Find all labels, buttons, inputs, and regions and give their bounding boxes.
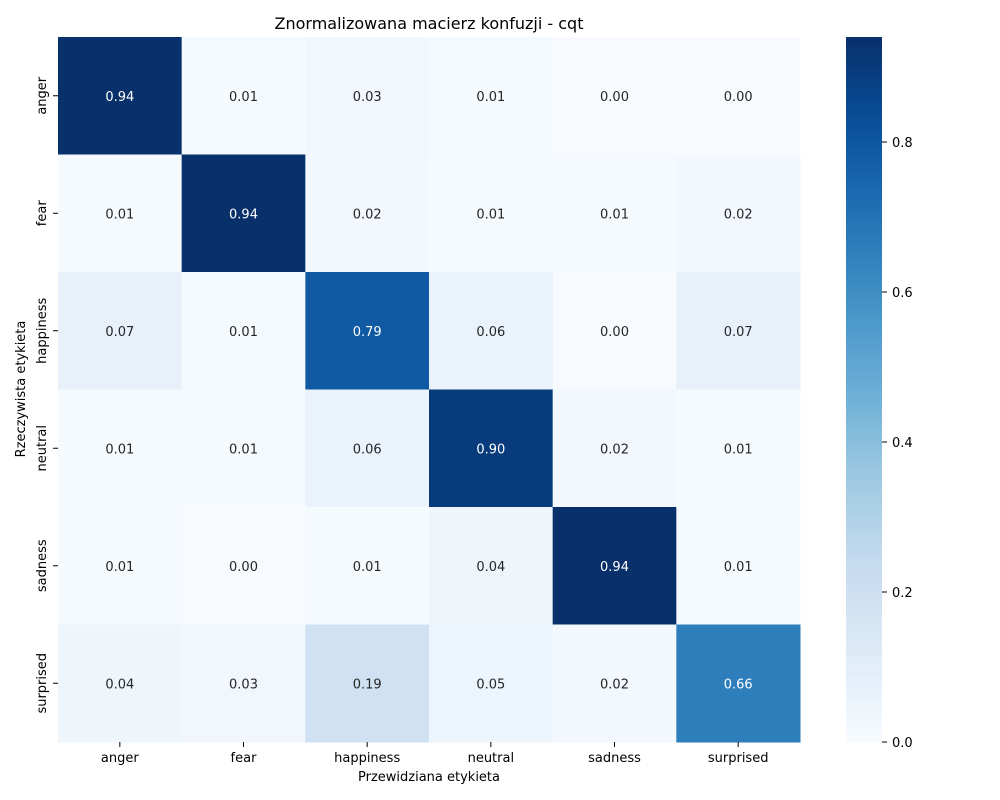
heatmap-cell xyxy=(305,507,430,625)
cell-value-label: 0.06 xyxy=(476,325,505,340)
cell-value-label: 0.02 xyxy=(600,677,629,692)
y-tick-label: sadness xyxy=(35,539,50,592)
heatmap-cell xyxy=(181,389,306,508)
cell-value-label: 0.01 xyxy=(476,90,505,105)
cell-value-label: 0.00 xyxy=(229,560,258,575)
colorbar-tick-label: 0.6 xyxy=(892,286,913,301)
cell-value-label: 0.01 xyxy=(600,207,629,222)
heatmap-cells: 0.94 0.01 0.03 0.01 0.00 0.00 0.01 0.94 0.02 0.01… xyxy=(58,37,801,743)
x-axis-label: Przewidziana etykieta xyxy=(358,770,500,785)
heatmap-cell xyxy=(552,507,677,625)
x-tick-label: fear xyxy=(231,751,258,766)
cell-value-label: 0.00 xyxy=(600,90,629,105)
cell-value-label: 0.02 xyxy=(353,207,382,222)
cell-value-label: 0.66 xyxy=(724,677,753,692)
cell-value-label: 0.00 xyxy=(724,90,753,105)
y-tick-label: fear xyxy=(35,200,50,227)
cell-value-label: 0.04 xyxy=(105,677,134,692)
heatmap-cell xyxy=(181,624,306,743)
x-tick-label: happiness xyxy=(334,751,400,766)
y-axis-label: Rzeczywista etykieta xyxy=(14,321,29,458)
x-tick-label: surprised xyxy=(708,751,769,766)
colorbar xyxy=(846,37,882,742)
cell-value-label: 0.01 xyxy=(229,90,258,105)
cell-value-label: 0.04 xyxy=(476,560,505,575)
cell-value-label: 0.01 xyxy=(229,442,258,457)
y-axis: anger fear happiness neutral sadness surprise… xyxy=(35,76,58,714)
colorbar-tick-label: 0.0 xyxy=(892,736,913,751)
y-tick-label: surprised xyxy=(35,653,50,714)
heatmap-cell xyxy=(58,507,183,625)
cell-value-label: 0.01 xyxy=(353,560,382,575)
heatmap-cell xyxy=(676,624,801,743)
colorbar-ticks: 0.0 0.2 0.4 0.6 0.8 xyxy=(882,136,913,751)
x-tick-label: anger xyxy=(101,751,139,766)
heatmap-cell xyxy=(552,37,677,155)
heatmap-cell xyxy=(181,507,306,625)
cell-value-label: 0.01 xyxy=(105,442,134,457)
cell-value-label: 0.94 xyxy=(105,90,134,105)
heatmap-cell xyxy=(676,37,801,155)
cell-value-label: 0.94 xyxy=(600,560,629,575)
heatmap-cell xyxy=(676,272,801,390)
heatmap-cell xyxy=(429,389,554,508)
cell-value-label: 0.19 xyxy=(353,677,382,692)
cell-value-label: 0.02 xyxy=(724,207,753,222)
heatmap-cell xyxy=(429,37,554,155)
y-tick-label: anger xyxy=(35,76,50,114)
heatmap-cell xyxy=(58,272,183,390)
cell-value-label: 0.00 xyxy=(600,325,629,340)
heatmap-cell xyxy=(552,272,677,390)
heatmap-cell xyxy=(676,507,801,625)
heatmap-cell xyxy=(58,389,183,508)
cell-value-label: 0.07 xyxy=(105,325,134,340)
heatmap-cell xyxy=(58,37,183,155)
heatmap-cell xyxy=(305,272,430,390)
heatmap-cell xyxy=(305,624,430,743)
heatmap-cell xyxy=(305,37,430,155)
heatmap-cell xyxy=(181,154,306,273)
colorbar-tick-label: 0.8 xyxy=(892,136,913,151)
heatmap-cell xyxy=(552,624,677,743)
cell-value-label: 0.03 xyxy=(229,677,258,692)
cell-value-label: 0.94 xyxy=(229,207,258,222)
cell-value-label: 0.05 xyxy=(476,677,505,692)
heatmap-cell xyxy=(305,389,430,508)
x-axis: anger fear happiness neutral sadness surprise… xyxy=(101,742,769,766)
heatmap-cell xyxy=(429,272,554,390)
heatmap-cell xyxy=(58,624,183,743)
heatmap-cell xyxy=(552,389,677,508)
heatmap-cell xyxy=(181,37,306,155)
cell-value-label: 0.01 xyxy=(105,560,134,575)
heatmap-cell xyxy=(429,624,554,743)
y-tick-label: happiness xyxy=(35,297,50,363)
cell-value-label: 0.79 xyxy=(353,325,382,340)
cell-value-label: 0.01 xyxy=(229,325,258,340)
chart-title: Znormalizowana macierz konfuzji - cqt xyxy=(275,14,584,33)
heatmap-cell xyxy=(58,154,183,273)
cell-value-label: 0.90 xyxy=(476,442,505,457)
heatmap-cell xyxy=(676,154,801,273)
cell-value-label: 0.07 xyxy=(724,325,753,340)
cell-value-label: 0.01 xyxy=(724,442,753,457)
colorbar-tick-label: 0.4 xyxy=(892,436,913,451)
x-tick-label: neutral xyxy=(468,751,515,766)
cell-value-label: 0.02 xyxy=(600,442,629,457)
cell-value-label: 0.01 xyxy=(724,560,753,575)
heatmap-cell xyxy=(181,272,306,390)
heatmap-cell xyxy=(429,507,554,625)
cell-value-label: 0.03 xyxy=(353,90,382,105)
y-tick-label: neutral xyxy=(35,425,50,472)
heatmap-cell xyxy=(676,389,801,508)
cell-value-label: 0.01 xyxy=(476,207,505,222)
colorbar-tick-label: 0.2 xyxy=(892,586,913,601)
heatmap-cell xyxy=(429,154,554,273)
x-tick-label: sadness xyxy=(588,751,641,766)
heatmap-cell xyxy=(552,154,677,273)
heatmap-cell xyxy=(305,154,430,273)
cell-value-label: 0.01 xyxy=(105,207,134,222)
cell-value-label: 0.06 xyxy=(353,442,382,457)
